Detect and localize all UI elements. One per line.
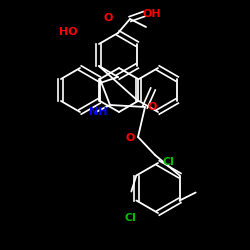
Text: NH: NH xyxy=(89,107,107,117)
Text: Cl: Cl xyxy=(162,157,174,167)
Text: O: O xyxy=(147,102,157,112)
Text: O: O xyxy=(103,13,113,23)
Text: HO: HO xyxy=(59,27,77,37)
Text: Cl: Cl xyxy=(124,213,136,223)
Text: OH: OH xyxy=(143,9,161,19)
Text: O: O xyxy=(125,133,135,143)
